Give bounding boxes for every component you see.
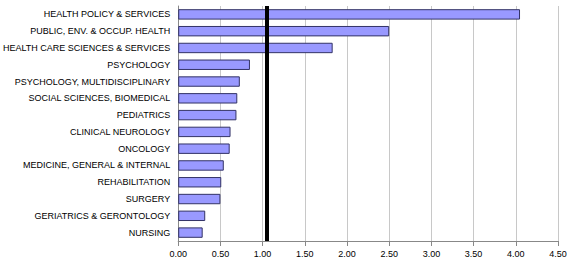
- svg-text:0.50: 0.50: [212, 249, 230, 259]
- svg-text:SURGERY: SURGERY: [126, 194, 170, 204]
- svg-text:PUBLIC, ENV. & OCCUP. HEALTH: PUBLIC, ENV. & OCCUP. HEALTH: [30, 26, 170, 36]
- svg-text:PSYCHOLOGY, MULTIDISCIPLINARY: PSYCHOLOGY, MULTIDISCIPLINARY: [15, 77, 171, 87]
- svg-text:3.50: 3.50: [465, 249, 483, 259]
- svg-text:2.50: 2.50: [380, 249, 398, 259]
- svg-text:SOCIAL SCIENCES, BIOMEDICAL: SOCIAL SCIENCES, BIOMEDICAL: [29, 93, 171, 103]
- svg-text:0.00: 0.00: [169, 249, 187, 259]
- svg-text:MEDICINE, GENERAL & INTERNAL: MEDICINE, GENERAL & INTERNAL: [23, 160, 170, 170]
- svg-text:HEALTH CARE SCIENCES & SERVICE: HEALTH CARE SCIENCES & SERVICES: [3, 43, 170, 53]
- svg-text:2.00: 2.00: [338, 249, 356, 259]
- svg-text:NURSING: NURSING: [129, 228, 171, 238]
- svg-text:4.50: 4.50: [549, 249, 567, 259]
- svg-text:GERIATRICS & GERONTOLOGY: GERIATRICS & GERONTOLOGY: [35, 211, 171, 221]
- svg-text:HEALTH POLICY & SERVICES: HEALTH POLICY & SERVICES: [44, 9, 171, 19]
- svg-text:REHABILITATION: REHABILITATION: [98, 177, 171, 187]
- svg-text:PSYCHOLOGY: PSYCHOLOGY: [107, 60, 170, 70]
- svg-text:CLINICAL NEUROLOGY: CLINICAL NEUROLOGY: [70, 127, 170, 137]
- svg-text:1.50: 1.50: [296, 249, 314, 259]
- svg-text:3.00: 3.00: [423, 249, 441, 259]
- svg-text:PEDIATRICS: PEDIATRICS: [117, 110, 170, 120]
- svg-text:4.00: 4.00: [507, 249, 525, 259]
- svg-text:ONCOLOGY: ONCOLOGY: [118, 144, 170, 154]
- svg-text:1.00: 1.00: [254, 249, 272, 259]
